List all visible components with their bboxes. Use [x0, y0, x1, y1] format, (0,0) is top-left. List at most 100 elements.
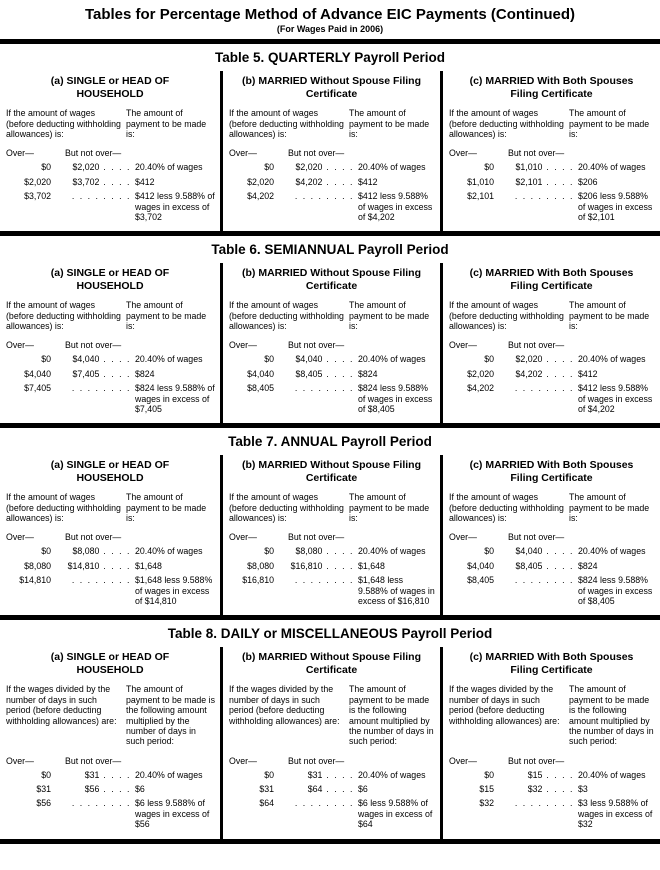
- but-not-over-value: $4,040: [53, 354, 131, 364]
- panel-heading: (b) MARRIED Without Spouse Filing Certif…: [242, 267, 421, 292]
- over-column-label: Over—: [6, 755, 34, 766]
- payment-amount-header: The amount of payment to be made is the …: [569, 684, 654, 747]
- table-row: $8,080$16,810 $1,648: [228, 561, 435, 571]
- panel-rows: $0$4,04020.40% of wages $4,040$7,405$824…: [5, 354, 215, 414]
- spacer: [131, 756, 215, 766]
- payment-value: $824 less 9.588% of wages in excess of $…: [578, 575, 653, 606]
- but-not-over-value: $15: [496, 770, 574, 780]
- but-not-over-value: $8,080: [276, 546, 354, 556]
- over-value: $0: [484, 546, 494, 557]
- payment-amount-header: The amount of payment to be made is the …: [349, 684, 434, 747]
- payment-amount-header: The amount of payment to be made is:: [126, 300, 207, 332]
- table-section: Table 8. DAILY or MISCELLANEOUS Payroll …: [0, 626, 660, 844]
- table-panels: (a) SINGLE or HEAD OF HOUSEHOLD If the a…: [0, 263, 660, 424]
- wage-conditions-header: If the amount of wages (before deducting…: [229, 492, 344, 524]
- but-not-over-value: [53, 575, 131, 606]
- filing-status-panel: (a) SINGLE or HEAD OF HOUSEHOLD If the a…: [0, 455, 220, 615]
- table-row: $1,010$2,101 $206: [448, 177, 655, 187]
- but-not-over-value: [496, 191, 574, 222]
- filing-status-panel: (c) MARRIED With Both Spouses Filing Cer…: [440, 455, 660, 616]
- table-row: $31$64 $6: [228, 784, 435, 794]
- thick-divider: [0, 231, 660, 237]
- panel-heading: (c) MARRIED With Both Spouses Filing Cer…: [469, 267, 634, 292]
- but-not-over-value: $4,202: [276, 177, 354, 187]
- but-not-over-value: $31: [53, 770, 131, 780]
- filing-status-panel: (a) SINGLE or HEAD OF HOUSEHOLD If the w…: [0, 647, 220, 838]
- over-value: $0: [484, 769, 494, 780]
- payment-amount-header: The amount of payment to be made is:: [126, 108, 207, 140]
- panel-column-headers: If the amount of wages (before deducting…: [6, 492, 215, 523]
- over-value: $15: [479, 784, 494, 794]
- panel-rows: $0$3120.40% of wages $31$64$6 $64$6 less…: [228, 770, 435, 830]
- payment-value: 20.40% of wages: [358, 354, 426, 365]
- payment-value: $6: [358, 784, 368, 794]
- over-value: $14,810: [19, 575, 51, 586]
- payment-value: 20.40% of wages: [135, 769, 203, 780]
- payment-value: $3: [578, 784, 588, 794]
- over-value: $4,202: [247, 191, 274, 202]
- over-value: $31: [259, 784, 274, 794]
- spacer: [354, 756, 435, 766]
- panel-heading: (a) SINGLE or HEAD OF HOUSEHOLD: [50, 75, 170, 100]
- table-title: Table 7. ANNUAL Payroll Period: [228, 434, 432, 450]
- table-row: $0$2,020 20.40% of wages: [5, 162, 215, 172]
- panel-column-headers: If the amount of wages (before deducting…: [6, 108, 215, 139]
- filing-status-panel: (a) SINGLE or HEAD OF HOUSEHOLD If the a…: [0, 263, 220, 423]
- wage-conditions-header: If the amount of wages (before deducting…: [449, 300, 564, 332]
- but-not-over-value: [53, 191, 131, 222]
- but-not-over-value: [53, 383, 131, 414]
- wage-conditions-header: If the amount of wages (before deducting…: [449, 108, 564, 140]
- over-value: $2,020: [24, 176, 51, 187]
- table-row: $15$32 $3: [448, 784, 655, 794]
- payment-amount-header: The amount of payment to be made is:: [349, 300, 430, 332]
- spacer: [354, 148, 435, 158]
- over-value: $56: [36, 798, 51, 809]
- over-value: $4,040: [247, 368, 274, 379]
- table-row: $64 $6 less 9.588% of wages in excess of …: [228, 798, 435, 829]
- but-not-over-value: $2,101: [496, 177, 574, 187]
- wage-conditions-header: If the amount of wages (before deducting…: [6, 108, 121, 140]
- panel-column-headers: If the wages divided by the number of da…: [6, 684, 215, 746]
- range-column-labels: Over— But not over—: [5, 756, 215, 766]
- wage-conditions-header: If the wages divided by the number of da…: [229, 684, 340, 726]
- but-not-over-column-label: But not over—: [508, 755, 565, 766]
- wage-conditions-header: If the wages divided by the number of da…: [449, 684, 560, 726]
- panel-rows: $0$4,04020.40% of wages $4,040$8,405$824…: [448, 546, 655, 606]
- table-title: Table 6. SEMIANNUAL Payroll Period: [211, 242, 449, 258]
- but-not-over-value: $16,810: [276, 561, 354, 571]
- spacer: [354, 532, 435, 542]
- but-not-over-value: $1,010: [496, 162, 574, 172]
- thick-divider: [0, 838, 660, 844]
- over-value: $0: [41, 354, 51, 365]
- filing-status-panel: (b) MARRIED Without Spouse Filing Certif…: [220, 455, 440, 616]
- payment-value: 20.40% of wages: [358, 546, 426, 557]
- but-not-over-value: $8,080: [53, 546, 131, 556]
- over-value: $0: [264, 162, 274, 173]
- over-value: $8,405: [247, 383, 274, 394]
- payment-value: 20.40% of wages: [358, 769, 426, 780]
- range-column-labels: Over— But not over—: [448, 756, 655, 766]
- payment-value: $206: [578, 176, 598, 187]
- over-value: $2,020: [247, 176, 274, 187]
- over-column-label: Over—: [229, 148, 257, 159]
- spacer: [131, 532, 215, 542]
- payment-amount-header: The amount of payment to be made is:: [569, 492, 650, 524]
- document-page: Tables for Percentage Method of Advance …: [0, 0, 660, 844]
- over-value: $4,040: [467, 560, 494, 571]
- panel-heading: (b) MARRIED Without Spouse Filing Certif…: [242, 75, 421, 100]
- table-section: Table 5. QUARTERLY Payroll Period (a) SI…: [0, 50, 660, 237]
- but-not-over-value: $64: [276, 784, 354, 794]
- panel-rows: $0$4,04020.40% of wages $4,040$8,405$824…: [228, 354, 435, 414]
- over-value: $2,020: [467, 368, 494, 379]
- over-value: $0: [264, 546, 274, 557]
- but-not-over-value: $14,810: [53, 561, 131, 571]
- over-value: $0: [41, 769, 51, 780]
- range-column-labels: Over— But not over—: [448, 532, 655, 542]
- wage-conditions-header: If the amount of wages (before deducting…: [229, 108, 344, 140]
- payment-value: 20.40% of wages: [135, 162, 203, 173]
- table-row: $2,020$4,202 $412: [228, 177, 435, 187]
- table-row: $8,405 $824 less 9.588% of wages in exces…: [228, 383, 435, 414]
- over-value: $4,202: [467, 383, 494, 394]
- payment-value: $1,648: [135, 560, 162, 571]
- table-row: $0$15 20.40% of wages: [448, 770, 655, 780]
